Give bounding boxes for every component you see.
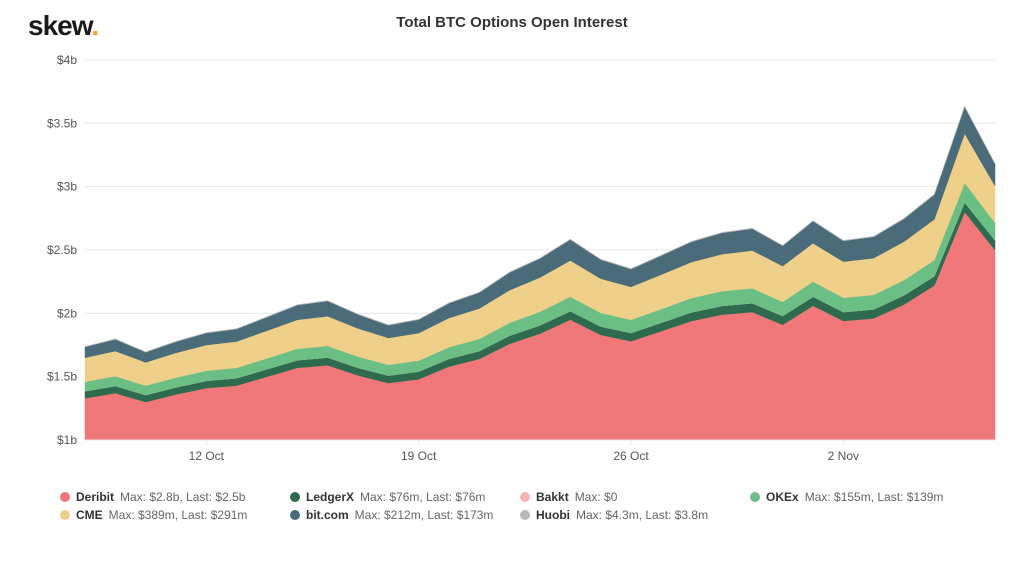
- svg-text:$3.5b: $3.5b: [47, 116, 77, 130]
- legend-dot-icon: [520, 510, 530, 520]
- legend-item-ledgerx[interactable]: LedgerX Max: $76m, Last: $76m: [290, 490, 520, 504]
- svg-text:26 Oct: 26 Oct: [613, 449, 649, 463]
- svg-text:$1.5b: $1.5b: [47, 370, 77, 384]
- chart-title: Total BTC Options Open Interest: [0, 14, 1024, 31]
- svg-text:$4b: $4b: [57, 53, 77, 67]
- legend-item-bitcom[interactable]: bit.com Max: $212m, Last: $173m: [290, 508, 520, 522]
- legend-series-name: Huobi: [536, 508, 570, 522]
- legend-series-name: Bakkt: [536, 490, 569, 504]
- legend-series-name: Deribit: [76, 490, 114, 504]
- svg-text:$2b: $2b: [57, 306, 77, 320]
- legend-dot-icon: [290, 510, 300, 520]
- stacked-area-chart: $1b $1.5b $2b $2.5b $3b $3.5b $4b 12 Oct 19 Oct 2…: [30, 50, 1000, 470]
- legend-item-huobi[interactable]: Huobi Max: $4.3m, Last: $3.8m: [520, 508, 750, 522]
- legend-series-stats: Max: $76m, Last: $76m: [360, 490, 485, 504]
- legend-item-okex[interactable]: OKEx Max: $155m, Last: $139m: [750, 490, 980, 504]
- legend-item-cme[interactable]: CME Max: $389m, Last: $291m: [60, 508, 290, 522]
- legend-series-stats: Max: $2.8b, Last: $2.5b: [120, 490, 245, 504]
- svg-text:$2.5b: $2.5b: [47, 243, 77, 257]
- legend-series-name: CME: [76, 508, 103, 522]
- chart-legend: Deribit Max: $2.8b, Last: $2.5bLedgerX M…: [60, 490, 1000, 522]
- legend-series-name: LedgerX: [306, 490, 354, 504]
- svg-text:2 Nov: 2 Nov: [828, 449, 859, 463]
- legend-item-bakkt[interactable]: Bakkt Max: $0: [520, 490, 750, 504]
- legend-dot-icon: [750, 492, 760, 502]
- legend-dot-icon: [60, 492, 70, 502]
- svg-text:$1b: $1b: [57, 433, 77, 447]
- legend-series-name: OKEx: [766, 490, 799, 504]
- chart-svg: $1b $1.5b $2b $2.5b $3b $3.5b $4b 12 Oct 19 Oct 2…: [30, 50, 1000, 470]
- legend-series-stats: Max: $155m, Last: $139m: [805, 490, 944, 504]
- legend-series-stats: Max: $212m, Last: $173m: [355, 508, 494, 522]
- legend-series-stats: Max: $0: [575, 490, 618, 504]
- legend-item-deribit[interactable]: Deribit Max: $2.8b, Last: $2.5b: [60, 490, 290, 504]
- svg-text:19 Oct: 19 Oct: [401, 449, 437, 463]
- legend-dot-icon: [290, 492, 300, 502]
- legend-series-stats: Max: $4.3m, Last: $3.8m: [576, 508, 708, 522]
- legend-series-stats: Max: $389m, Last: $291m: [109, 508, 248, 522]
- legend-series-name: bit.com: [306, 508, 349, 522]
- svg-text:$3b: $3b: [57, 180, 77, 194]
- legend-dot-icon: [520, 492, 530, 502]
- legend-dot-icon: [60, 510, 70, 520]
- svg-text:12 Oct: 12 Oct: [189, 449, 225, 463]
